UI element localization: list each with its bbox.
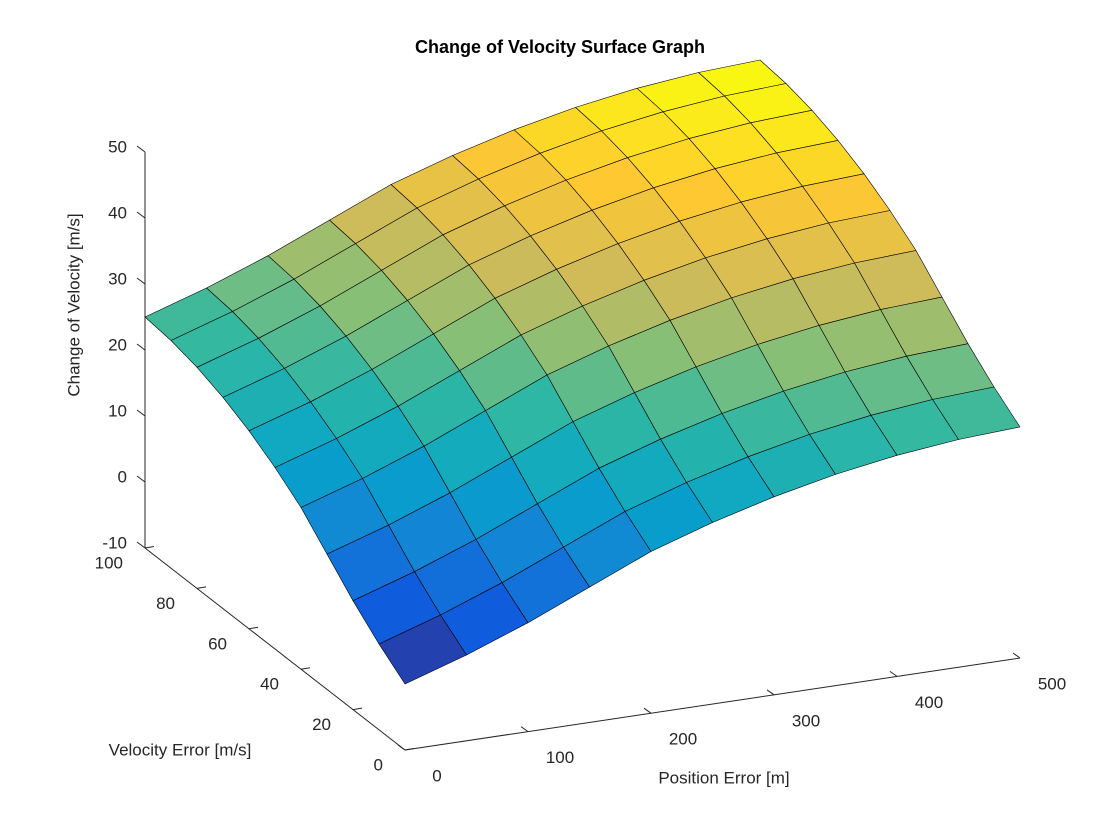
x-tick-label: 500 [1038,674,1066,693]
y-axis-label: Velocity Error [m/s] [109,740,252,759]
y-tick [144,546,155,549]
x-tick-label: 400 [915,693,943,712]
y-tick-label: 0 [374,755,383,774]
x-tick [766,689,775,696]
x-tick [397,744,406,751]
x-tick [643,707,652,714]
z-tick-label: -10 [102,533,127,552]
y-tick [300,667,311,670]
z-axis-label: Change of Velocity [m/s] [64,213,83,396]
y-tick [196,586,207,589]
z-tick [136,277,146,285]
z-tick [136,343,146,351]
chart-title: Change of Velocity Surface Graph [415,37,705,57]
x-tick-label: 100 [546,748,574,767]
x-tick [889,670,898,677]
y-tick-label: 60 [208,634,227,653]
z-tick-label: 30 [108,269,127,288]
z-tick-label: 10 [108,401,127,420]
z-tick-label: 0 [118,467,127,486]
y-tick-label: 40 [260,675,279,694]
z-tick-label: 50 [108,137,127,156]
z-tick [136,211,146,219]
z-tick [136,541,146,549]
y-tick [352,707,363,711]
y-axis [144,547,406,751]
y-tick-label: 20 [312,715,331,734]
x-axis-label: Position Error [m] [658,768,789,787]
y-tick [248,626,259,630]
z-tick [136,475,146,483]
y-tick-label: 100 [95,553,123,572]
y-tick-label: 80 [156,594,175,613]
z-tick [136,145,146,153]
x-axis [404,657,1021,751]
z-tick-label: 40 [108,203,127,222]
z-tick [136,409,146,417]
x-tick [520,726,529,733]
x-tick-label: 300 [792,711,820,730]
x-tick-label: 0 [432,766,441,785]
x-tick [1012,652,1021,659]
surface-patch [378,614,467,685]
z-tick-label: 20 [108,335,127,354]
x-tick-label: 200 [669,730,697,749]
y-tick [404,748,415,751]
